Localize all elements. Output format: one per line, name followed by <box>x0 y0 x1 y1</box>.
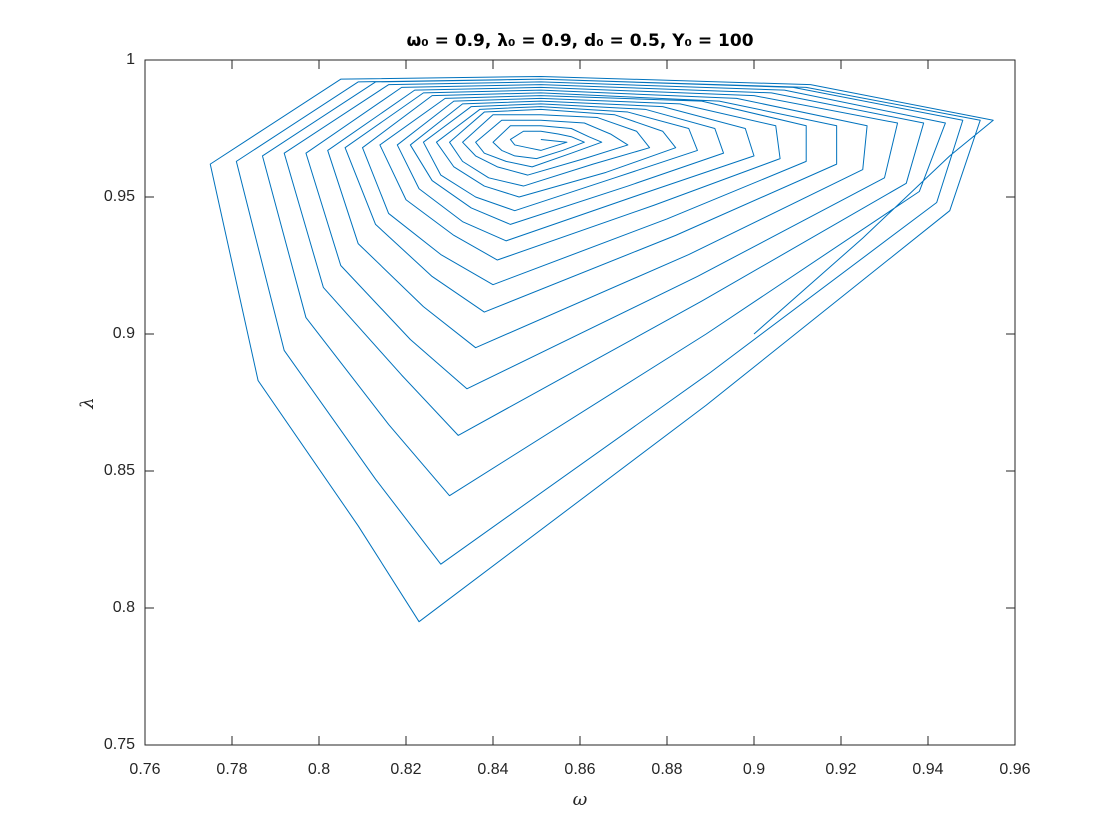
x-axis-label: ω <box>573 789 588 810</box>
y-tick-label: 1 <box>126 51 135 68</box>
y-tick-label: 0.85 <box>104 462 135 479</box>
y-tick-label: 0.8 <box>113 599 135 616</box>
x-tick-label: 0.9 <box>743 761 765 778</box>
x-tick-label: 0.88 <box>651 761 682 778</box>
x-tick-label: 0.86 <box>564 761 595 778</box>
y-tick-label: 0.75 <box>104 736 135 753</box>
axes-box <box>144 59 1016 746</box>
x-tick-label: 0.78 <box>216 761 247 778</box>
x-tick-label: 0.76 <box>129 761 160 778</box>
x-tick-label: 0.84 <box>477 761 508 778</box>
x-tick-label: 0.94 <box>912 761 943 778</box>
y-axis-label: λ <box>77 397 98 409</box>
x-tick-label: 0.96 <box>999 761 1030 778</box>
plot-area: 0.76 0.78 0.8 0.82 0.84 0.86 0.88 0.9 0.92 0.94 0.… <box>104 51 1031 778</box>
chart-title: ω₀ = 0.9, λ₀ = 0.9, d₀ = 0.5, Y₀ = 100 <box>406 31 753 51</box>
x-tick-label: 0.82 <box>390 761 421 778</box>
x-tick-label: 0.92 <box>825 761 856 778</box>
data-line <box>209 75 994 623</box>
y-tick-label: 0.9 <box>113 325 135 342</box>
y-tick-label: 0.95 <box>104 188 135 205</box>
x-tick-label: 0.8 <box>308 761 330 778</box>
